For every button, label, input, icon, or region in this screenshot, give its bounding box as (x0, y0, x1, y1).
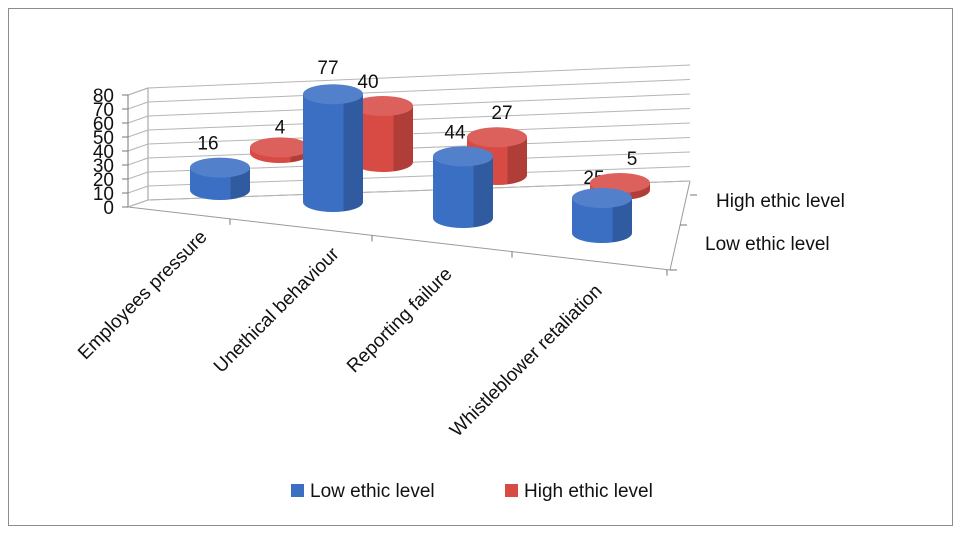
bar-top-highlight (303, 84, 363, 105)
data-label-high-ethic-level-whistleblower-retaliation: 5 (627, 149, 638, 170)
gridline-side (127, 129, 149, 138)
bar-top-highlight (572, 188, 632, 208)
bar-shade (507, 137, 527, 185)
x-tick-label-whistleblower-retaliation: Whistleblower retaliation (446, 281, 606, 441)
bar-top (590, 173, 650, 193)
gridline (147, 64, 691, 89)
legend-swatch-high-ethic-level (505, 484, 518, 497)
bar-high-ethic-level-unethical-behaviour (353, 96, 413, 172)
legend: Low ethic level High ethic level (291, 481, 653, 502)
bar-top (467, 127, 527, 148)
data-label-high-ethic-level-employees-pressure: 4 (275, 117, 286, 138)
gridline (147, 93, 691, 117)
y-tick-label: 40 (93, 142, 114, 163)
legend-label-high-ethic-level: High ethic level (524, 481, 653, 502)
bar-top (303, 84, 363, 105)
gridline-side (127, 199, 149, 208)
bar-top-highlight (590, 173, 650, 193)
data-label-low-ethic-level-employees-pressure: 16 (197, 134, 218, 155)
y-tick-label: 0 (103, 198, 114, 219)
gridline-side (127, 171, 149, 180)
gridline (147, 79, 691, 103)
bar-high-ethic-level-employees-pressure (250, 137, 310, 163)
gridline (147, 108, 691, 131)
front-floor-edge (127, 206, 671, 271)
x-tick-label-reporting-failure: Reporting failure (343, 264, 456, 377)
y-tick-label: 20 (93, 170, 114, 191)
bar-low-ethic-level-reporting-failure (433, 146, 493, 228)
bar-body (353, 106, 413, 172)
bar-top-highlight (467, 127, 527, 148)
chart-bars: 44027516774425 (190, 58, 650, 243)
data-label-low-ethic-level-unethical-behaviour: 77 (317, 58, 338, 79)
gridline-side (127, 87, 149, 96)
y-tick-label: 70 (93, 100, 114, 121)
bar-low-ethic-level-employees-pressure (190, 157, 250, 200)
chart-frame (8, 8, 953, 526)
bar-body (572, 198, 632, 243)
bar-top (250, 137, 310, 158)
bar-top (572, 188, 632, 208)
depth-label-high-ethic-level: High ethic level (716, 191, 845, 212)
y-tick-label: 10 (93, 184, 114, 205)
data-label-low-ethic-level-reporting-failure: 44 (444, 122, 466, 143)
bar-top-highlight (353, 96, 413, 116)
gridline-side (127, 115, 149, 124)
data-label-high-ethic-level-reporting-failure: 27 (491, 103, 512, 124)
bar-shade (343, 94, 363, 212)
legend-swatch-low-ethic-level (291, 484, 304, 497)
x-tick-label-employees-pressure: Employees pressure (74, 227, 211, 364)
bar-low-ethic-level-whistleblower-retaliation (572, 188, 632, 243)
gridline (147, 122, 691, 145)
y-tick-label: 50 (93, 128, 114, 149)
depth-axis-labels: High ethic level Low ethic level (670, 191, 845, 271)
y-tick-label: 30 (93, 156, 114, 177)
gridline-side (127, 157, 149, 166)
bar-shade (612, 198, 632, 243)
bar-body (303, 94, 363, 212)
bar-top (433, 146, 493, 167)
bar-low-ethic-level-unethical-behaviour (303, 84, 363, 212)
bar-shade (473, 156, 493, 228)
depth-label-low-ethic-level: Low ethic level (705, 234, 830, 255)
bar-top-highlight (190, 157, 250, 178)
gridline-side (127, 101, 149, 110)
data-label-high-ethic-level-unethical-behaviour: 40 (357, 72, 378, 93)
legend-label-low-ethic-level: Low ethic level (310, 481, 435, 502)
bar-body (433, 156, 493, 228)
y-tick-label: 80 (93, 86, 114, 107)
bar-top (353, 96, 413, 116)
bar-top (190, 157, 250, 178)
gridline-side (127, 143, 149, 152)
gridline (147, 137, 691, 159)
bar-top-highlight (433, 146, 493, 167)
bar-top-highlight (250, 137, 310, 158)
y-tick-label: 60 (93, 114, 114, 135)
gridline-side (127, 185, 149, 194)
bar-shade (393, 106, 413, 172)
data-labels: 44027516774425 (197, 58, 637, 189)
x-tick-label-unethical-behaviour: Unethical behaviour (210, 243, 344, 377)
